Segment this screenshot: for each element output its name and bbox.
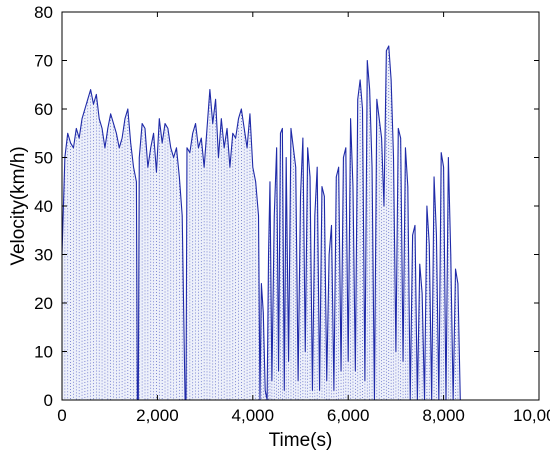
x-tick-label: 6,000 <box>327 406 370 425</box>
y-tick-label: 80 <box>34 3 53 22</box>
axis-tick-labels: 0 2,000 4,000 6,000 8,000 10,000 0 10 20 30 40 50 60… <box>34 3 550 425</box>
y-tick-label: 0 <box>44 391 53 410</box>
y-axis-label: Velocity(km/h) <box>8 146 29 265</box>
x-tick-label: 8,000 <box>422 406 465 425</box>
y-tick-label: 30 <box>34 246 53 265</box>
x-tick-label: 2,000 <box>136 406 179 425</box>
series-area <box>62 45 461 400</box>
y-tick-label: 20 <box>34 294 53 313</box>
y-tick-label: 70 <box>34 52 53 71</box>
x-tick-label: 10,000 <box>513 406 550 425</box>
y-tick-label: 40 <box>34 197 53 216</box>
x-tick-label: 4,000 <box>232 406 275 425</box>
velocity-line <box>61 45 461 401</box>
y-tick-label: 10 <box>34 343 53 362</box>
x-axis-label: Time(s) <box>269 430 333 451</box>
y-tick-label: 50 <box>34 149 53 168</box>
x-tick-label: 0 <box>57 406 66 425</box>
axis-ticks <box>61 11 540 401</box>
series-layer <box>61 45 461 401</box>
y-tick-label: 60 <box>34 100 53 119</box>
